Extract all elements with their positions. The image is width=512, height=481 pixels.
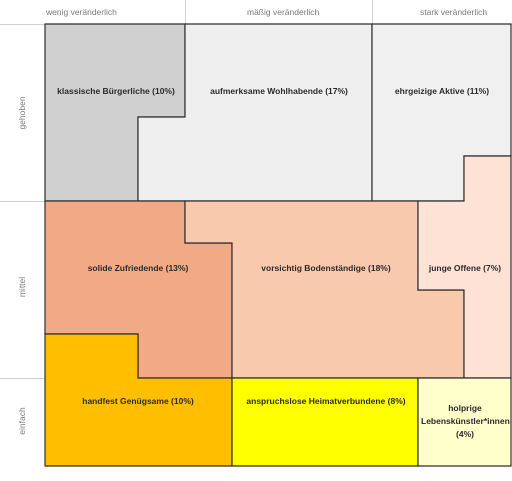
- row-divider-1: [0, 201, 45, 202]
- segment-label-vorsichtig-bodenstaendige: vorsichtig Bodenständige (18%): [261, 263, 391, 273]
- segment-label-solide-zufriedende: solide Zufriedende (13%): [87, 263, 189, 273]
- segment-label-junge-offene: junge Offene (7%): [428, 263, 502, 273]
- segment-holprige-lebenskuenstler: [417, 377, 512, 467]
- column-label-wenig: wenig veränderlich: [46, 7, 117, 17]
- header-divider-1: [185, 0, 186, 24]
- segment-label-holprige-lebenskuenstler: holprige Lebenskünstler*innen (4%): [421, 403, 510, 439]
- column-label-stark: stark veränderlich: [420, 7, 488, 17]
- header-divider-2: [372, 0, 373, 24]
- column-label-maessig: mäßig veränderlich: [247, 7, 320, 17]
- segment-label-aufmerksame-wohlhabende: aufmerksame Wohlhabende (17%): [210, 86, 348, 96]
- segment-junge-offene: [417, 155, 512, 379]
- segment-label-klassische-buergerliche: klassische Bürgerliche (10%): [57, 86, 175, 96]
- row-divider-2: [0, 378, 45, 379]
- segment-anspruchslose-heimatverbundene: [231, 377, 419, 467]
- segment-label-handfest-genuegsame: handfest Genügsame (10%): [82, 396, 194, 406]
- segment-label-anspruchslose-heimatverbundene: anspruchslose Heimatverbundene (8%): [246, 396, 406, 406]
- segment-map: [44, 23, 512, 467]
- segment-label-ehrgeizige-aktive: ehrgeizige Aktive (11%): [394, 86, 490, 96]
